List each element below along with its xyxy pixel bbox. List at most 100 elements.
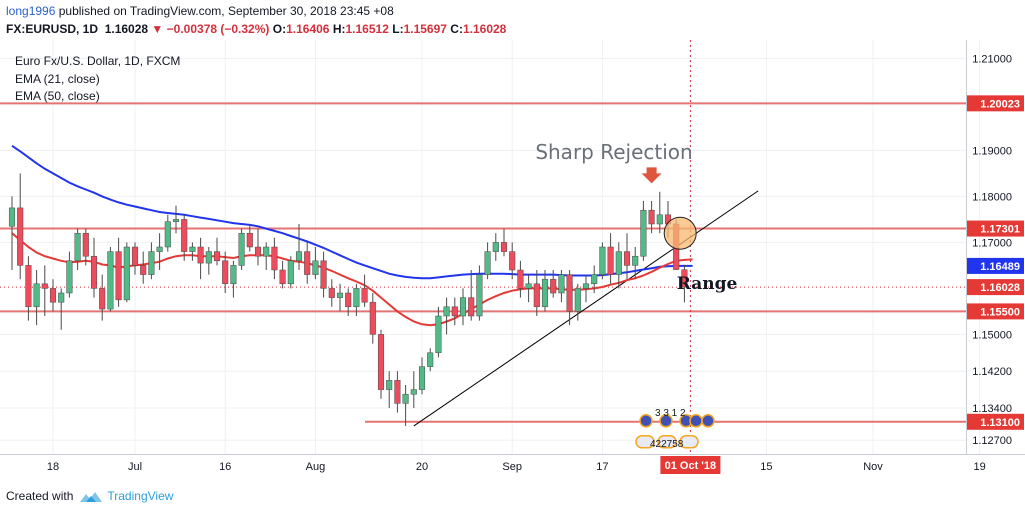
candle xyxy=(517,260,524,298)
candle xyxy=(164,214,171,252)
candle xyxy=(181,214,188,261)
candle-body xyxy=(418,366,426,390)
price-line-label: 1.13100 xyxy=(980,417,1020,429)
candle xyxy=(427,348,434,372)
candle xyxy=(41,265,48,316)
candle-body xyxy=(435,315,442,354)
candle-body xyxy=(148,251,155,275)
time-tick-label: 16 xyxy=(219,461,231,473)
chart-legend: Euro Fx/U.S. Dollar, 1D, FXCM EMA (21, c… xyxy=(15,54,180,103)
candle xyxy=(500,228,508,257)
time-tick-label: 20 xyxy=(416,461,428,473)
candle-body xyxy=(82,232,89,257)
publish-info: long1996 published on TradingView.com, S… xyxy=(6,4,394,18)
candle-body xyxy=(607,246,614,275)
candle xyxy=(287,256,294,289)
candle-body xyxy=(533,283,540,308)
candle xyxy=(140,251,147,284)
candle xyxy=(533,270,540,316)
tradingview-link[interactable]: TradingView xyxy=(107,489,174,503)
price-tick-label: 1.12700 xyxy=(972,435,1012,447)
candle xyxy=(66,251,73,298)
price-tick-label: 1.13400 xyxy=(972,403,1012,415)
candle xyxy=(230,260,237,298)
candle-body xyxy=(213,251,221,262)
rejection-marker xyxy=(641,167,697,250)
candle-body xyxy=(484,251,491,275)
candle xyxy=(394,371,401,413)
candle-body xyxy=(156,246,163,252)
candle xyxy=(541,270,549,312)
candle-body xyxy=(66,260,73,294)
candle-body xyxy=(369,301,376,335)
time-tick-label: Jul xyxy=(128,461,142,473)
candle-body xyxy=(295,251,303,262)
candle-body xyxy=(361,288,368,303)
rejection-circle xyxy=(663,216,697,250)
candle-body xyxy=(632,255,639,266)
price-line-label-bg xyxy=(967,413,1024,430)
candle xyxy=(574,283,581,321)
candle-body xyxy=(615,251,622,275)
price-axis[interactable]: 1.21000 1.19000 1.18000 1.17000 1.15000 1.142… xyxy=(967,53,1024,447)
candle-body xyxy=(410,389,417,395)
event-flag-icon xyxy=(689,414,703,428)
candle xyxy=(25,256,32,321)
time-highlight-bg xyxy=(660,456,721,474)
candle-body xyxy=(254,246,262,257)
legend-ema50: EMA (50, close) xyxy=(15,89,100,103)
candle xyxy=(476,265,483,321)
time-axis[interactable]: 18 Jul 16 Aug 20 Sep 17 01 Oct '18 15 Nov 19 xyxy=(47,456,986,474)
candle xyxy=(74,228,81,270)
candle-body xyxy=(459,297,467,317)
candle-body xyxy=(304,251,311,275)
change-text: −0.00378 (−0.32%) xyxy=(166,22,270,36)
candle xyxy=(443,297,450,335)
candle xyxy=(99,274,106,321)
author-link[interactable]: long1996 xyxy=(6,4,56,18)
price-tick-label: 1.21000 xyxy=(972,53,1012,65)
candle-body xyxy=(353,288,360,308)
candle-body xyxy=(205,251,212,264)
candle-body xyxy=(312,260,319,275)
price-chart[interactable]: 3 3 1 2 422758 Sharp Rejection Range Euro… xyxy=(0,40,1025,480)
candle-body xyxy=(451,306,458,317)
candle-body xyxy=(99,288,106,310)
candle-body xyxy=(320,260,327,289)
candle-body xyxy=(8,207,16,227)
candle-body xyxy=(181,219,188,252)
candle-body xyxy=(443,306,450,317)
price-value-label-bg xyxy=(967,279,1024,296)
candle xyxy=(279,260,286,289)
candle xyxy=(386,371,393,408)
candle xyxy=(49,279,57,312)
price-line-label: 1.17301 xyxy=(980,224,1020,236)
symbol-text: FX:EURUSD, 1D xyxy=(6,22,99,36)
candle xyxy=(8,196,16,270)
candle-body xyxy=(49,288,57,303)
candle-body xyxy=(140,265,147,275)
candle-body xyxy=(476,274,483,317)
candle xyxy=(197,237,204,280)
candle xyxy=(172,205,180,234)
trendline[interactable] xyxy=(413,190,759,427)
tradingview-logo-icon xyxy=(80,491,103,502)
price-line-label: 1.20023 xyxy=(980,98,1020,110)
candle xyxy=(459,288,467,326)
candle xyxy=(484,242,491,280)
candle xyxy=(435,306,442,358)
candle xyxy=(238,228,245,270)
time-tick-label: Nov xyxy=(863,461,883,473)
candle-body xyxy=(123,246,130,301)
candle-body xyxy=(517,269,524,289)
candle-body xyxy=(58,292,65,303)
candle-body xyxy=(279,269,286,285)
candle xyxy=(263,242,270,270)
candle-body xyxy=(230,265,237,285)
candle xyxy=(328,279,335,307)
candle xyxy=(410,371,417,408)
price-value-label: 1.16489 xyxy=(980,261,1020,273)
candle xyxy=(377,329,385,399)
range-label: Range xyxy=(677,274,738,294)
candle xyxy=(82,228,89,266)
